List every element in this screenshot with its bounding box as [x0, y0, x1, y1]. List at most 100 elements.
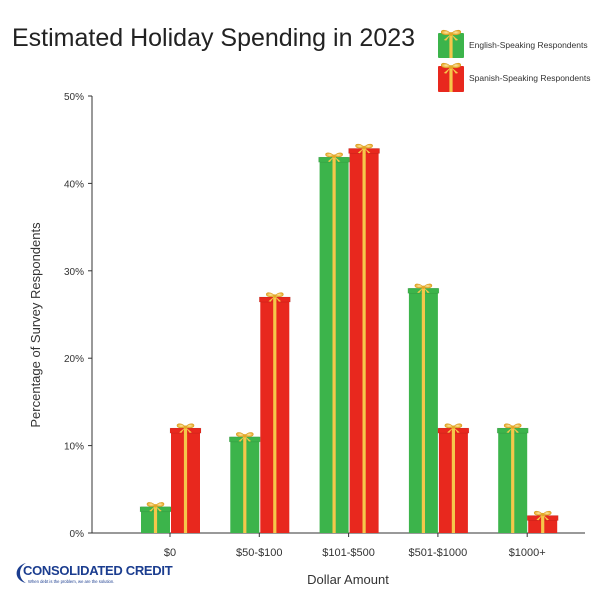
y-tick-label: 50% — [64, 92, 84, 103]
bow-right-tail — [364, 147, 371, 154]
y-tick-label: 0% — [70, 529, 85, 540]
bow-left-loop — [414, 283, 424, 289]
bow-knot — [153, 504, 158, 508]
bow-left-tail — [536, 514, 543, 521]
bow-left-loop — [355, 143, 365, 149]
bow-right-tail — [453, 427, 460, 433]
bow-left-tail — [238, 435, 245, 442]
bow-right-tail — [451, 67, 459, 74]
bow-right-loop — [450, 62, 461, 69]
bow-right-tail — [423, 287, 430, 294]
bar-spanish-1 — [258, 292, 291, 533]
bow-knot — [332, 154, 336, 158]
bow-right-tail — [185, 427, 192, 433]
bow-knot — [362, 145, 366, 150]
y-axis-ticks: 0% 10% 20% 30% 40% 50% — [64, 92, 92, 540]
bow-left-loop — [325, 152, 335, 158]
y-tick-label: 30% — [64, 267, 84, 278]
bar-ribbon — [273, 297, 277, 533]
bow-left-tail — [327, 156, 335, 162]
bow-left-loop — [444, 423, 454, 429]
x-tick-label: $101-$500 — [322, 547, 375, 559]
bar-english-3 — [407, 283, 440, 533]
x-tick-label: $501-$1000 — [409, 547, 468, 559]
bar-bow-icon — [146, 502, 165, 512]
bow-knot — [449, 65, 453, 69]
bar-spanish-4 — [526, 510, 559, 533]
bow-knot — [511, 425, 515, 429]
bar-ribbon — [243, 436, 247, 533]
bow-left-tail — [447, 427, 454, 433]
bars — [139, 143, 559, 533]
bow-knot — [421, 285, 426, 289]
bow-right-tail — [451, 34, 459, 41]
bow-right-loop — [244, 432, 254, 437]
bow-left-tail — [268, 296, 275, 302]
legend-bow-icon — [441, 29, 461, 41]
bow-right-tail — [512, 427, 519, 433]
logo-name: CONSOLIDATED CREDIT — [23, 563, 173, 578]
bow-knot — [541, 512, 545, 517]
bow-left-loop — [146, 502, 156, 507]
bow-left-loop — [441, 62, 452, 69]
bow-left-tail — [179, 427, 186, 433]
bow-left-tail — [506, 427, 513, 433]
bow-right-tail — [542, 514, 549, 521]
y-tick-label: 40% — [64, 179, 84, 190]
bow-left-tail — [443, 67, 451, 74]
brand-logo: CONSOLIDATED CREDIT When debt is the pro… — [16, 563, 173, 584]
legend-item-english: English-Speaking Respondents — [438, 29, 588, 58]
bar-ribbon — [183, 428, 188, 533]
bow-right-loop — [363, 143, 373, 149]
bar-bow-icon — [325, 152, 343, 162]
bow-left-loop — [503, 423, 514, 429]
bar-bow-icon — [414, 283, 433, 294]
bow-left-loop — [176, 423, 186, 429]
x-tick-label: $50-$100 — [236, 547, 283, 559]
bow-left-tail — [443, 34, 451, 41]
bar-bow-icon — [503, 423, 522, 433]
logo-tagline: When debt is the problem, we are the sol… — [28, 579, 114, 584]
bow-right-tail — [334, 156, 341, 162]
bow-knot — [183, 425, 188, 429]
bow-left-tail — [357, 147, 365, 154]
chart-title: Estimated Holiday Spending in 2023 — [12, 24, 415, 52]
bow-left-tail — [149, 505, 156, 512]
bow-right-tail — [244, 435, 252, 442]
bow-left-tail — [417, 287, 424, 294]
x-tick-label: $0 — [164, 547, 176, 559]
bar-bow-icon — [444, 423, 463, 433]
bow-left-loop — [266, 292, 276, 298]
logo-swoosh-icon — [16, 563, 26, 583]
bar-ribbon — [421, 288, 425, 533]
bar-english-0 — [139, 502, 172, 533]
bar-ribbon — [332, 157, 336, 533]
bow-knot — [449, 32, 453, 36]
bar-ribbon — [541, 515, 545, 533]
legend-label-english: English-Speaking Respondents — [469, 40, 588, 50]
bow-right-tail — [155, 505, 162, 512]
x-tick-label: $1000+ — [509, 547, 546, 559]
bow-knot — [273, 294, 277, 298]
bar-ribbon — [511, 428, 515, 533]
legend-item-spanish: Spanish-Speaking Respondents — [438, 62, 590, 92]
legend-label-spanish: Spanish-Speaking Respondents — [469, 73, 590, 83]
bow-right-loop — [512, 423, 522, 429]
bow-right-loop — [185, 423, 195, 429]
bow-right-loop — [422, 283, 433, 289]
bar-english-1 — [229, 432, 261, 533]
bar-ribbon — [362, 148, 366, 533]
bow-right-loop — [274, 292, 284, 298]
bar-bow-icon — [533, 510, 552, 521]
bar-bow-icon — [266, 292, 284, 302]
y-axis-title: Percentage of Survey Respondents — [28, 222, 43, 428]
bow-left-loop — [236, 432, 246, 437]
bow-right-loop — [452, 423, 463, 429]
bow-right-loop — [155, 502, 165, 507]
bow-knot — [243, 434, 247, 438]
bow-right-loop — [542, 510, 552, 516]
bow-knot — [451, 425, 456, 429]
legend: English-Speaking Respondents Spanish-Spe… — [438, 29, 590, 92]
legend-ribbon — [449, 33, 453, 58]
